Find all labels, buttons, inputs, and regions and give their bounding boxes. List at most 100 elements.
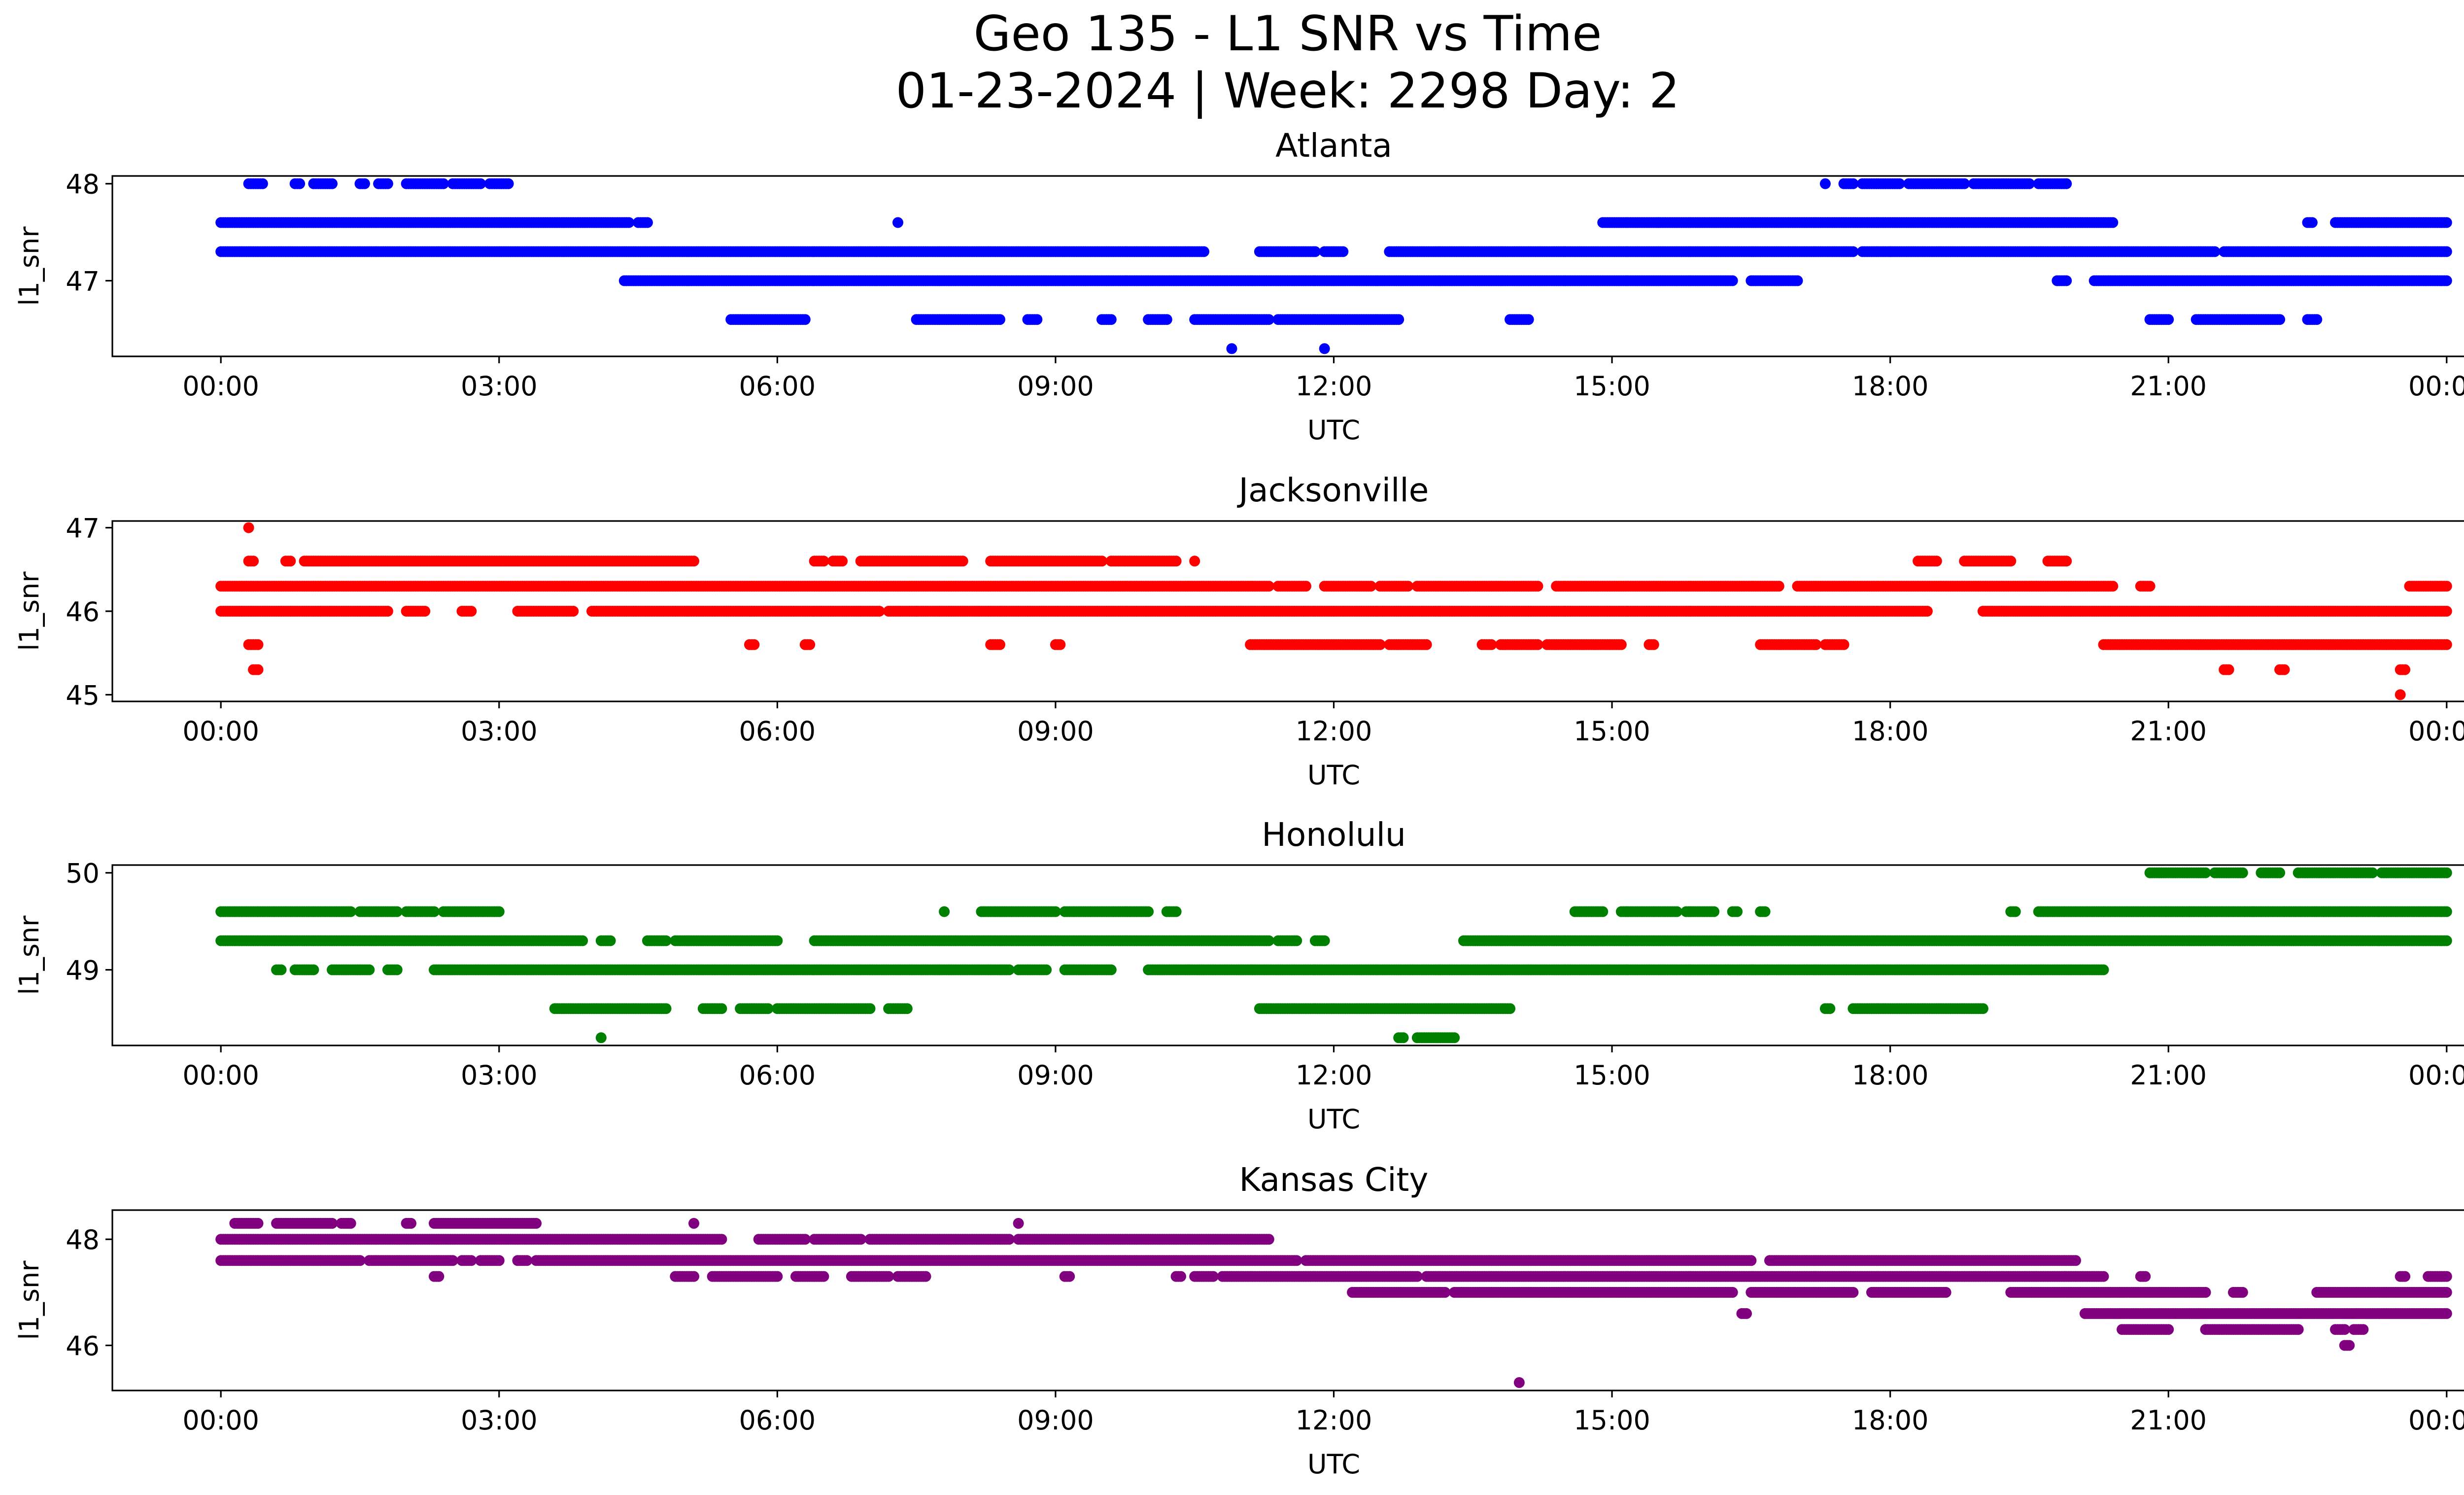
plot-frame [111, 175, 2464, 357]
data-point [252, 664, 264, 675]
point-cluster [2042, 556, 2072, 567]
x-tick-label: 12:00 [1296, 716, 1372, 747]
point-cluster [1884, 246, 2221, 257]
point-cluster [2098, 639, 2452, 650]
data-point [466, 606, 477, 617]
point-cluster [911, 314, 1005, 325]
x-tick-label: 00:00 [2408, 371, 2464, 402]
point-cluster [2144, 867, 2211, 878]
point-cluster [1643, 639, 1659, 650]
data-point [2306, 217, 2318, 228]
point-cluster [512, 606, 579, 617]
x-tick-label: 06:00 [739, 716, 816, 747]
point-cluster [1105, 556, 1182, 567]
data-point [1105, 314, 1117, 325]
data-point [1532, 639, 1543, 650]
data-point [1648, 639, 1659, 650]
data-point [1365, 581, 1376, 592]
panel-title: Jacksonville [1237, 471, 1429, 509]
point-cluster [586, 606, 885, 617]
data-point [1403, 581, 1414, 592]
data-point [1055, 639, 1066, 650]
point-cluster [985, 556, 1107, 567]
data-point [804, 639, 816, 650]
point-cluster [1551, 581, 1784, 592]
point-cluster [1857, 178, 1905, 189]
data-point [2061, 178, 2072, 189]
point-cluster [1319, 343, 1330, 354]
x-tick-label: 06:00 [739, 371, 816, 402]
point-cluster [1653, 217, 2119, 228]
point-cluster [1968, 178, 2035, 189]
data-point [2441, 217, 2452, 228]
point-cluster [1913, 556, 1942, 567]
data-point [2441, 606, 2452, 617]
point-cluster [855, 556, 968, 567]
data-point [2395, 689, 2406, 700]
point-cluster [1745, 275, 1803, 286]
data-point [2061, 556, 2072, 567]
data-point [1532, 581, 1543, 592]
y-tick-label: 46 [66, 596, 100, 627]
point-cluster [1254, 246, 1321, 257]
data-point [1811, 639, 1822, 650]
data-point [2107, 217, 2119, 228]
point-cluster [1245, 639, 1386, 650]
point-cluster [1819, 178, 1831, 189]
data-point [2441, 246, 2452, 257]
point-cluster [1384, 639, 1432, 650]
point-cluster [2219, 246, 2452, 257]
point-cluster [2404, 581, 2452, 592]
data-point [799, 314, 811, 325]
data-point [382, 606, 393, 617]
point-cluster [1959, 556, 2017, 567]
x-tick-label: 18:00 [1852, 716, 1929, 747]
data-point [892, 217, 903, 228]
point-cluster [2190, 314, 2286, 325]
data-point [957, 556, 968, 567]
point-cluster [401, 178, 449, 189]
point-cluster [2274, 664, 2290, 675]
point-cluster [1476, 639, 1497, 650]
data-point [1773, 581, 1784, 592]
point-cluster [248, 664, 264, 675]
data-point [2209, 246, 2221, 257]
point-cluster [1838, 178, 1859, 189]
point-cluster [2033, 178, 2072, 189]
data-point [1894, 178, 1905, 189]
data-point [994, 314, 1005, 325]
data-point [1819, 178, 1831, 189]
x-tick-label: 09:00 [1017, 371, 1094, 402]
data-point [1300, 581, 1311, 592]
data-point [623, 217, 635, 228]
data-point [2399, 664, 2411, 675]
x-tick-label: 15:00 [1574, 716, 1650, 747]
data-point [2441, 581, 2452, 592]
point-cluster [243, 639, 264, 650]
data-point [1921, 606, 1933, 617]
point-cluster [289, 178, 306, 189]
point-cluster [1977, 606, 2452, 617]
point-cluster [633, 217, 653, 228]
data-point [1263, 314, 1274, 325]
y-axis-label: l1_snr [14, 571, 45, 651]
point-cluster [1319, 246, 1349, 257]
x-axis-label: UTC [1307, 760, 1360, 791]
data-point [1792, 275, 1803, 286]
point-cluster [1541, 639, 1627, 650]
point-cluster [2144, 314, 2174, 325]
point-cluster [1189, 314, 1274, 325]
point-cluster [373, 178, 393, 189]
data-point [252, 639, 264, 650]
panel-title: Honolulu [1262, 816, 1406, 854]
point-cluster [456, 606, 477, 617]
point-cluster [215, 581, 1274, 592]
data-point [2223, 664, 2234, 675]
data-point [837, 556, 848, 567]
point-cluster [2052, 275, 2072, 286]
data-point [1198, 246, 1209, 257]
point-cluster [243, 178, 268, 189]
point-cluster [215, 606, 393, 617]
